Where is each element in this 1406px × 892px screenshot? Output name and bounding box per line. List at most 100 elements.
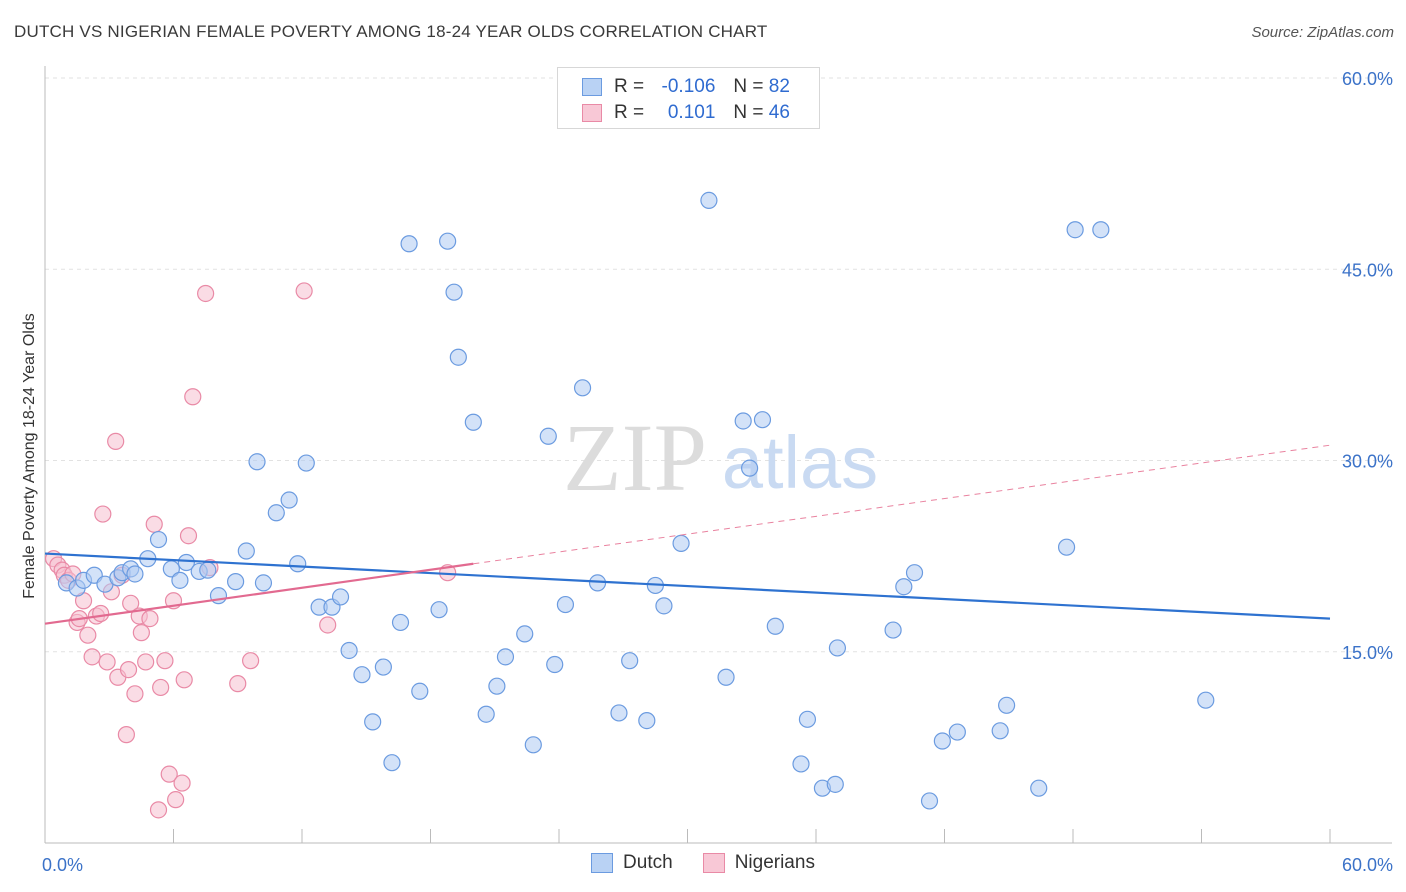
dutch-point [364, 713, 382, 731]
dutch-point [638, 711, 656, 730]
dutch-point [700, 191, 718, 209]
nigerians-point [83, 648, 101, 666]
dutch-point [734, 412, 752, 430]
dutch-point [227, 573, 245, 591]
dutch-point [991, 722, 1009, 740]
dutch-point [297, 454, 315, 472]
dutch-point [374, 658, 392, 676]
dutch-point [792, 755, 810, 773]
dutch-trend-line [44, 552, 1331, 620]
dutch-point [353, 666, 371, 684]
dutch-point [171, 571, 189, 589]
dutch-point [488, 677, 506, 695]
nigerians-point [92, 604, 110, 623]
dutch-point [280, 491, 298, 509]
r-label: R = [614, 76, 645, 97]
dutch-point [573, 379, 592, 397]
y-tick-label: 15.0% [1342, 643, 1393, 663]
nigerians-legend-swatch [702, 853, 725, 873]
dutch-point [237, 542, 255, 560]
dutch-point [948, 723, 966, 741]
y-tick-label: 45.0% [1342, 260, 1393, 280]
dutch-point [798, 710, 817, 728]
nigerians-point [156, 652, 174, 670]
nigerians-point [149, 801, 168, 819]
dutch-point [1057, 538, 1076, 556]
nigerians-point [137, 653, 155, 671]
nigerians-points [44, 94, 615, 819]
watermark: ZIP atlas [563, 404, 878, 511]
nigerians-point [145, 515, 163, 533]
n-value: 46 [768, 102, 790, 123]
n-label: N = [733, 76, 764, 97]
dutch-point [126, 565, 144, 583]
nigerians-legend-label: Nigerians [734, 852, 815, 873]
dutch-point [1197, 691, 1215, 709]
dutch-point [884, 621, 902, 639]
nigerians-point [160, 765, 178, 783]
nigerians-point [229, 675, 247, 693]
dutch-point [445, 283, 463, 301]
dutch-point [610, 704, 628, 722]
n-value: 82 [768, 76, 790, 97]
nigerians-trend-line [44, 562, 474, 625]
nigerians-point [184, 388, 202, 406]
dutch-point [496, 648, 515, 666]
nigerians-point [126, 685, 144, 703]
dutch-point [199, 561, 217, 579]
nigerians-point [319, 616, 337, 634]
dutch-point [400, 235, 418, 253]
dutch-point [1066, 221, 1084, 239]
r-value: 0.101 [667, 102, 716, 123]
nigerians-swatch [582, 104, 602, 122]
dutch-point [248, 453, 266, 471]
dutch-legend-label: Dutch [623, 852, 673, 873]
dutch-point [464, 413, 482, 431]
dutch-point [177, 553, 195, 572]
nigerians-point [132, 624, 150, 642]
legend-row-nigerians: R = 0.101 N = 46 [582, 101, 790, 125]
nigerians-point [119, 660, 138, 679]
dutch-point [149, 530, 168, 549]
dutch-point [430, 601, 448, 619]
x-tick-label: 60.0% [1342, 855, 1393, 875]
trend-lines [44, 444, 1331, 625]
dutch-point [340, 641, 358, 660]
dutch-point [933, 732, 951, 750]
dutch-point [556, 595, 575, 614]
nigerians-point [152, 678, 170, 697]
correlation-legend: R = -0.106 N = 82 R = 0.101 N = 46 [557, 67, 820, 129]
dutch-point [516, 625, 534, 643]
dutch-point [477, 705, 495, 723]
legend-item-nigerians: Nigerians [702, 852, 815, 874]
source-label: Source: ZipAtlas.com [1251, 24, 1394, 41]
dutch-point [920, 792, 939, 810]
nigerians-point [79, 626, 97, 644]
nigerians-point [197, 284, 215, 303]
dutch-point [383, 754, 401, 772]
dutch-point [655, 597, 673, 615]
x-tick-label: 0.0% [42, 855, 83, 875]
nigerians-point [175, 671, 193, 689]
dutch-point [717, 668, 735, 686]
nigerians-point [94, 505, 112, 523]
dutch-point [672, 534, 690, 552]
nigerians-point [179, 527, 198, 545]
dutch-point [267, 504, 285, 522]
r-label: R = [614, 102, 645, 123]
dutch-swatch [582, 78, 602, 96]
legend-item-dutch: Dutch [591, 852, 673, 874]
nigerians-point [173, 774, 191, 792]
dutch-point [289, 555, 307, 573]
n-label: N = [733, 102, 764, 123]
nigerians-point [242, 652, 260, 670]
dutch-point [826, 775, 844, 793]
dutch-point [905, 564, 924, 582]
dutch-point [741, 459, 759, 477]
dutch-point [1030, 779, 1048, 797]
watermark-zip: ZIP [563, 404, 707, 511]
dutch-point [753, 411, 772, 429]
grid-lines [45, 77, 1392, 653]
dutch-point [546, 655, 564, 674]
